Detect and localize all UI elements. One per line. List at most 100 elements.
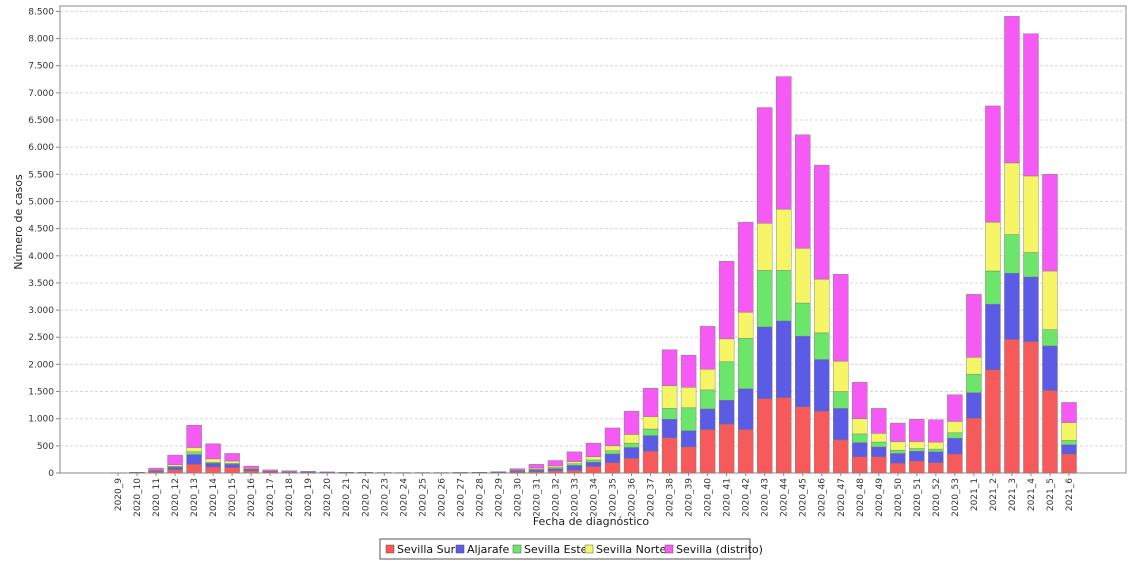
bar-segment [776,320,792,398]
x-tick-label: 2021_2 [989,478,999,511]
bar-segment [281,470,297,473]
x-tick-label: 2020_34 [590,478,600,517]
bar-segment [756,223,773,271]
x-tick-label: 2020_39 [685,478,695,517]
y-axis-ticks: 0 500 1.000 1.500 2.000 2.500 3.000 3.500 4.000 4… [28,7,60,479]
y-tick-label: 3.000 [28,306,54,316]
x-tick-label: 2020_15 [228,478,238,517]
bar-segment [623,442,640,448]
legend-swatch [455,544,465,554]
bar-segment [186,464,202,474]
x-tick-label: 2020_53 [951,478,961,517]
bar-segment [1061,422,1077,441]
bar-segment [909,460,925,474]
bar-segment [795,302,811,337]
bar-segment [947,438,963,455]
x-tick-label: 2020_47 [837,478,847,517]
bar-segment [699,429,716,474]
bar-segment [985,221,1001,272]
bar-segment [205,463,221,468]
x-tick-label: 2020_42 [742,478,752,517]
bar-segment [1004,339,1020,474]
legend-swatch [664,544,674,554]
y-tick-label: 1.500 [28,388,54,398]
bar-segment [186,454,202,465]
x-tick-label: 2020_23 [380,478,390,517]
legend-swatch [512,544,522,554]
bar-segment [604,453,621,463]
x-tick-label: 2020_31 [532,478,542,517]
bar-segment [699,408,716,430]
x-tick-label: 2020_17 [266,478,276,517]
x-tick-label: 2020_49 [875,478,885,517]
y-tick-label: 8.500 [28,7,54,17]
x-tick-label: 2020_25 [418,478,428,517]
bar-segment [243,465,259,469]
x-tick-label: 2020_43 [761,478,771,517]
bar-segment [1042,345,1058,391]
bar-segment [795,335,811,407]
x-tick-label: 2020_24 [399,478,409,517]
bar-segment [890,441,906,451]
x-tick-label: 2020_30 [513,478,523,517]
x-tick-label: 2020_20 [323,478,333,517]
bar-segment [814,278,830,334]
bar-segment [585,442,602,457]
bar-segment [167,469,183,474]
x-tick-label: 2020_51 [913,478,923,517]
bar-segment [623,434,640,444]
legend: Sevilla Sur Aljarafe Sevilla Este Sevilla N… [379,538,763,560]
x-tick-label: 2021_3 [1008,478,1018,511]
y-tick-label: 2.500 [28,333,54,343]
bar-segment [756,326,773,399]
bar-segment [756,398,773,474]
bar-segment [661,408,678,420]
bar-segment [852,382,868,419]
bar-segment [985,369,1001,474]
bar-segment [1004,162,1020,235]
bar-segment [928,441,944,450]
legend-frame [379,538,751,560]
bar-segment [871,456,887,474]
x-tick-label: 2020_10 [133,478,143,517]
legend-entry: Sevilla Sur [397,543,456,556]
x-tick-label: 2020_35 [609,478,619,517]
bar-segment [167,466,183,470]
x-tick-label: 2021_5 [1046,478,1056,511]
x-axis-ticks: 2020_9 2020_10 2020_11 2020_12 2020_13 2020_1… [114,473,1075,517]
x-tick-label: 2020_40 [704,478,714,517]
bar-segment [966,417,982,474]
bar-segment [623,410,640,435]
bar-segment [642,435,659,452]
bar-segment [776,76,792,210]
bar-segment [1004,234,1020,274]
x-tick-label: 2021_4 [1027,478,1037,511]
bar-segment [623,447,640,459]
bar-segment [224,464,240,468]
bar-segment [928,451,944,463]
plot-area [59,5,1127,474]
x-tick-label: 2020_52 [932,478,942,517]
bar-segment [547,468,564,472]
x-tick-label: 2020_14 [209,478,219,517]
bar-segment [966,357,982,375]
bar-segment [205,443,221,460]
bar-segment [167,464,183,467]
bar-segment [947,432,963,439]
bar-segment [1061,402,1077,423]
bar-segment [1023,341,1039,474]
bar-segment [186,425,202,448]
bar-segment [167,454,183,466]
bar-segment [661,349,678,386]
bar-segment [985,105,1001,223]
bar-segment [585,456,602,461]
bar-segment [186,451,202,455]
x-tick-label: 2020_32 [551,478,561,517]
bar-segment [699,369,716,391]
bar-segment [642,428,659,436]
legend-entry: Sevilla Este [524,543,588,556]
bar-segment [814,332,830,360]
x-tick-label: 2020_37 [647,478,657,517]
bar-segment [737,312,754,339]
